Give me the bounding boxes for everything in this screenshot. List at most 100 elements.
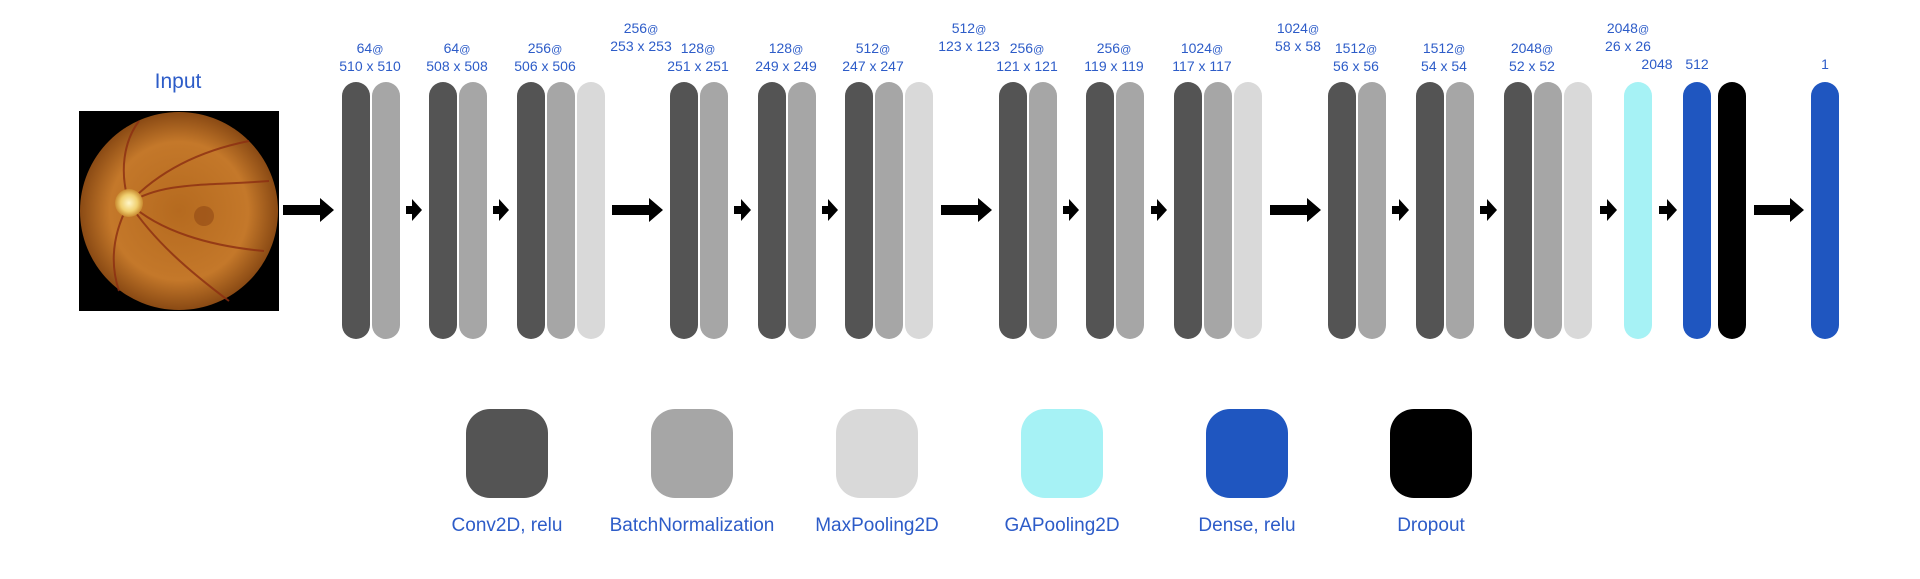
conv-layer <box>517 82 545 339</box>
arrow-icon <box>1659 195 1677 225</box>
batchnorm-layer <box>1204 82 1232 339</box>
output-units: 1 <box>1821 56 1829 72</box>
batchnorm-legend-swatch <box>651 409 733 498</box>
gapool-legend-label: GAPooling2D <box>1004 515 1119 537</box>
arrow-icon <box>1270 195 1321 225</box>
pool-filter-count: 512 <box>952 20 975 36</box>
maxpool-layer <box>905 82 933 339</box>
batchnorm-layer <box>875 82 903 339</box>
filter-count: 256 <box>1097 40 1120 56</box>
batchnorm-layer <box>1358 82 1386 339</box>
layer-shape-label: 1512@ 54 x 54 <box>1421 40 1467 74</box>
layer-shape-label: 2048@ 26 x 26 <box>1605 20 1651 54</box>
layer-shape-label: 1024@ 58 x 58 <box>1275 20 1321 54</box>
input-title: Input <box>155 70 202 94</box>
pool-feature-size: 253 x 253 <box>610 38 672 54</box>
pool-filter-count: 1024 <box>1277 20 1308 36</box>
dropout-legend-swatch <box>1390 409 1472 498</box>
feature-size: 119 x 119 <box>1084 58 1143 74</box>
dense-layer <box>1811 82 1839 339</box>
at-sign: @ <box>1033 44 1044 56</box>
conv-layer <box>1504 82 1532 339</box>
dense-layer <box>1683 82 1711 339</box>
layer-shape-label: 2048@ 52 x 52 <box>1509 40 1555 74</box>
pool-filter-count: 2048 <box>1607 20 1638 36</box>
dropout-legend-label: Dropout <box>1397 515 1465 537</box>
maxpool-layer <box>1564 82 1592 339</box>
at-sign: @ <box>879 44 890 56</box>
pool-feature-size: 58 x 58 <box>1275 38 1321 54</box>
filter-count: 256 <box>528 40 551 56</box>
layer-shape-label: 512@ 247 x 247 <box>842 40 904 74</box>
at-sign: @ <box>551 44 562 56</box>
batchnorm-layer <box>547 82 575 339</box>
arrow-icon <box>612 195 663 225</box>
feature-size: 251 x 251 <box>667 58 729 74</box>
dense-legend-swatch <box>1206 409 1288 498</box>
batchnorm-layer <box>459 82 487 339</box>
layer-shape-label: 1 <box>1821 56 1829 72</box>
layer-shape-label: 1512@ 56 x 56 <box>1333 40 1379 74</box>
layer-shape-label: 256@ 506 x 506 <box>514 40 576 74</box>
filter-count: 64 <box>444 40 460 56</box>
filter-count: 128 <box>769 40 792 56</box>
conv-layer <box>758 82 786 339</box>
at-sign: @ <box>1542 44 1553 56</box>
conv-layer <box>999 82 1027 339</box>
filter-count: 512 <box>856 40 879 56</box>
conv-layer <box>1416 82 1444 339</box>
batchnorm-layer <box>1446 82 1474 339</box>
layer-shape-label: 2048 <box>1641 56 1672 72</box>
feature-size: 52 x 52 <box>1509 58 1555 74</box>
arrow-icon <box>1600 195 1617 225</box>
at-sign: @ <box>1454 44 1465 56</box>
filter-count: 64 <box>357 40 373 56</box>
arrow-icon <box>941 195 992 225</box>
at-sign: @ <box>1366 44 1377 56</box>
feature-size: 508 x 508 <box>426 58 488 74</box>
layer-shape-label: 256@ 253 x 253 <box>610 20 672 54</box>
gapool-layer <box>1624 82 1652 339</box>
filter-count: 1024 <box>1181 40 1212 56</box>
batchnorm-layer <box>788 82 816 339</box>
conv-legend-swatch <box>466 409 548 498</box>
batchnorm-layer <box>1029 82 1057 339</box>
at-sign: @ <box>1638 24 1649 36</box>
arrow-icon <box>822 195 838 225</box>
arrow-icon <box>1480 195 1497 225</box>
filter-count: 256 <box>1010 40 1033 56</box>
arrow-icon <box>406 195 422 225</box>
layer-shape-label: 512@ 123 x 123 <box>938 20 1000 54</box>
filter-count: 2048 <box>1511 40 1542 56</box>
filter-count: 128 <box>681 40 704 56</box>
at-sign: @ <box>1308 24 1319 36</box>
arrow-icon <box>283 195 334 225</box>
conv-layer <box>845 82 873 339</box>
layer-shape-label: 256@ 119 x 119 <box>1084 40 1143 74</box>
feature-size: 121 x 121 <box>996 58 1058 74</box>
feature-size: 117 x 117 <box>1172 58 1231 74</box>
at-sign: @ <box>704 44 715 56</box>
pool-feature-size: 26 x 26 <box>1605 38 1651 54</box>
arrow-icon <box>1151 195 1167 225</box>
conv-layer <box>670 82 698 339</box>
arrow-icon <box>1063 195 1079 225</box>
gapool-legend-swatch <box>1021 409 1103 498</box>
feature-size: 249 x 249 <box>755 58 817 74</box>
batchnorm-legend-label: BatchNormalization <box>610 515 775 537</box>
batchnorm-layer <box>700 82 728 339</box>
at-sign: @ <box>647 24 658 36</box>
layer-shape-label: 128@ 251 x 251 <box>667 40 729 74</box>
layer-shape-label: 64@ 508 x 508 <box>426 40 488 74</box>
dense-legend-label: Dense, relu <box>1198 515 1295 537</box>
feature-size: 510 x 510 <box>339 58 401 74</box>
layer-shape-label: 128@ 249 x 249 <box>755 40 817 74</box>
maxpool-layer <box>577 82 605 339</box>
at-sign: @ <box>372 44 383 56</box>
at-sign: @ <box>459 44 470 56</box>
pool-filter-count: 256 <box>624 20 647 36</box>
batchnorm-layer <box>1534 82 1562 339</box>
dense-units: 512 <box>1685 56 1708 72</box>
batchnorm-layer <box>372 82 400 339</box>
